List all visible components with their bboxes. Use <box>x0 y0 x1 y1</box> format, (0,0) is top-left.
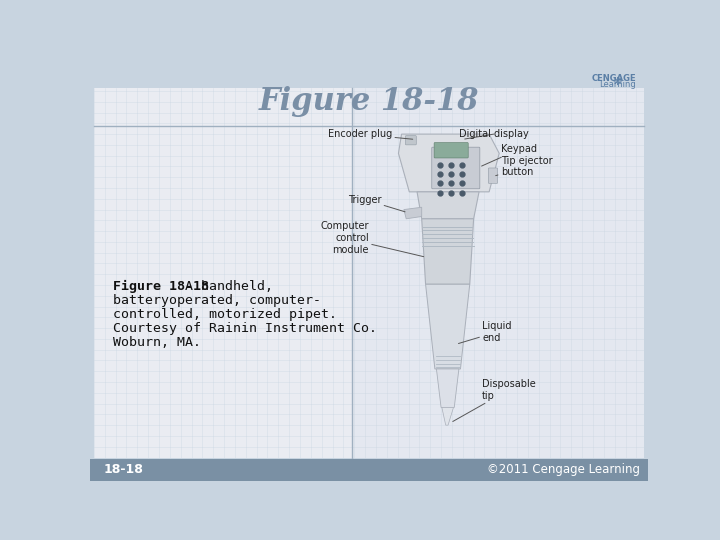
Polygon shape <box>404 207 422 219</box>
Polygon shape <box>417 192 479 219</box>
Polygon shape <box>398 134 499 192</box>
FancyBboxPatch shape <box>432 147 480 189</box>
Polygon shape <box>442 408 454 425</box>
FancyBboxPatch shape <box>405 136 416 145</box>
Bar <box>94 88 352 457</box>
Bar <box>352 88 644 457</box>
Text: Liquid
end: Liquid end <box>459 321 512 343</box>
Text: batteryoperated, computer-: batteryoperated, computer- <box>113 294 321 307</box>
Text: Figure 18-18: Figure 18-18 <box>113 280 210 293</box>
Text: 18-18: 18-18 <box>104 463 144 476</box>
Text: ©2011 Cengage Learning: ©2011 Cengage Learning <box>487 463 640 476</box>
Text: A handheld,: A handheld, <box>177 280 273 293</box>
Text: Computer
control
module: Computer control module <box>320 221 423 256</box>
Text: Woburn, MA.: Woburn, MA. <box>113 336 202 349</box>
Text: ❋: ❋ <box>612 77 621 87</box>
Polygon shape <box>422 219 474 284</box>
Text: controlled, motorized pipet.: controlled, motorized pipet. <box>113 308 337 321</box>
Text: Courtesy of Rainin Instrument Co.: Courtesy of Rainin Instrument Co. <box>113 322 377 335</box>
FancyBboxPatch shape <box>434 143 468 158</box>
Bar <box>90 459 648 481</box>
Text: Keypad: Keypad <box>482 145 536 166</box>
Text: Trigger: Trigger <box>348 194 405 212</box>
Bar <box>94 88 644 457</box>
Text: Figure 18-18: Figure 18-18 <box>258 86 480 117</box>
FancyBboxPatch shape <box>488 168 498 184</box>
Text: Learning: Learning <box>600 80 636 89</box>
Polygon shape <box>436 369 459 408</box>
Text: CENGAGE: CENGAGE <box>592 74 636 83</box>
Text: Digital display: Digital display <box>459 129 528 139</box>
Text: Disposable
tip: Disposable tip <box>453 379 536 422</box>
Text: Tip ejector
button: Tip ejector button <box>495 156 552 177</box>
Polygon shape <box>426 284 469 369</box>
Text: Encoder plug: Encoder plug <box>328 129 413 139</box>
